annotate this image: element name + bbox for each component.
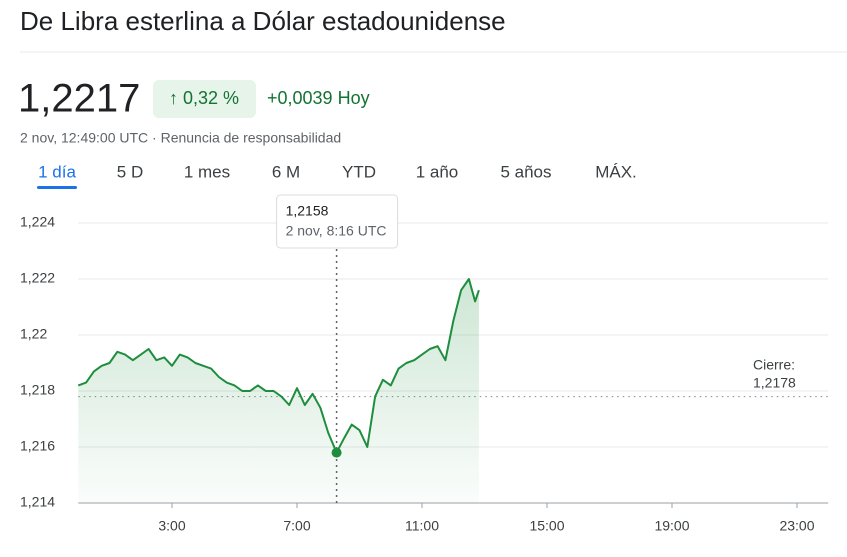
y-tick-label: 1,218: [20, 382, 55, 398]
x-tick-label: 19:00: [654, 518, 689, 534]
x-tick-label: 11:00: [405, 518, 439, 534]
subtitle[interactable]: 2 nov, 12:49:00 UTC · Renuncia de respon…: [20, 130, 341, 146]
x-tick-label: 7:00: [283, 518, 310, 534]
chart: 1,214 1,216 1,218 1,22 1,222 1,224 3:00 7:00 11:…: [20, 194, 829, 534]
y-tick-label: 1,222: [20, 270, 55, 286]
tab-underline: [37, 186, 77, 189]
x-tick-label: 15:00: [529, 518, 564, 534]
range-tab[interactable]: 1 mes: [184, 162, 230, 181]
y-tick-label: 1,216: [20, 438, 55, 454]
tooltip-value: 1,2158: [286, 203, 329, 219]
close-label: Cierre:: [753, 357, 795, 373]
change-abs: +0,0039 Hoy: [267, 88, 370, 108]
price-line: [77, 278, 480, 454]
tooltip-box: [276, 194, 399, 249]
range-tab[interactable]: MÁX.: [595, 162, 637, 181]
change-pct: ↑ 0,32 %: [169, 88, 239, 108]
range-tab[interactable]: 1 día: [38, 162, 76, 181]
x-tick-label: 3:00: [158, 518, 185, 534]
close-value: 1,2178: [753, 375, 796, 391]
range-tab[interactable]: 5 D: [117, 162, 143, 181]
range-tab[interactable]: 5 años: [500, 162, 551, 181]
y-tick-label: 1,224: [20, 214, 55, 230]
range-tabs: 1 día 5 D 1 mes 6 M YTD 1 año 5 años MÁX.: [37, 162, 637, 189]
y-tick-label: 1,22: [20, 326, 47, 342]
range-tab[interactable]: 1 año: [416, 162, 459, 181]
price: 1,2217: [18, 77, 140, 121]
y-tick-label: 1,214: [20, 494, 55, 510]
hover-point: [331, 447, 342, 458]
x-tick-label: 23:00: [779, 518, 814, 534]
title: De Libra esterlina a Dólar estadounidens…: [20, 6, 506, 36]
range-tab[interactable]: YTD: [342, 162, 376, 181]
area-fill: [78, 279, 479, 503]
change-badge: [153, 80, 256, 118]
range-tab[interactable]: 6 M: [272, 162, 300, 181]
tooltip-time: 2 nov, 8:16 UTC: [286, 223, 387, 239]
